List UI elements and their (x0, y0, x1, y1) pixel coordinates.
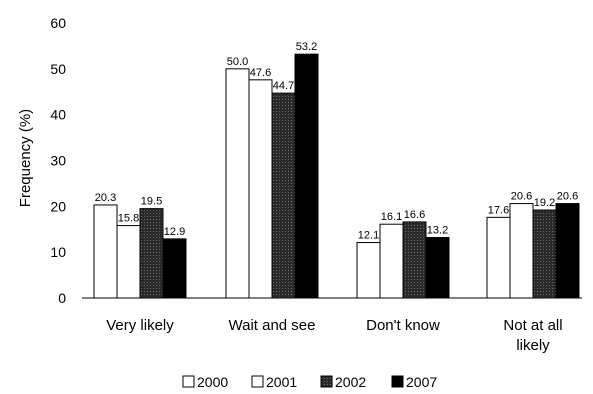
legend: 2000 2001 2002 2007 (182, 374, 437, 390)
bar (356, 242, 381, 299)
bar (486, 216, 511, 299)
bar (248, 79, 273, 299)
legend-label: 2002 (335, 374, 366, 390)
data-labels: 20.3 50.0 12.1 17.6 15.8 47.6 16.1 20.6 19.5 44.7… (95, 41, 578, 241)
category-label: Don't know (366, 317, 440, 334)
bar-value-label: 50.0 (227, 56, 248, 68)
bar (225, 68, 250, 299)
bar-value-label: 16.6 (404, 209, 425, 221)
bar-value-label: 17.6 (488, 204, 509, 216)
bar (532, 209, 557, 299)
bar-value-label: 20.6 (511, 191, 532, 203)
y-tick-label: 30 (50, 153, 66, 169)
y-tick-label: 20 (50, 198, 66, 214)
legend-swatch (320, 375, 333, 388)
bar-value-label: 19.2 (534, 197, 555, 209)
bar (379, 223, 404, 299)
bar (402, 221, 427, 299)
bar (162, 238, 187, 299)
bar-value-label: 12.1 (358, 230, 379, 242)
bar (271, 92, 296, 299)
bar (294, 53, 319, 299)
bar-value-label: 15.8 (118, 213, 139, 225)
y-axis: 0 10 20 30 40 50 60 (50, 15, 66, 306)
bar (425, 237, 450, 299)
legend-label: 2001 (266, 374, 297, 390)
y-axis-title: Frequency (%) (17, 109, 34, 207)
bar-value-label: 53.2 (296, 41, 317, 53)
bar-value-label: 44.7 (273, 80, 294, 92)
legend-swatch (391, 375, 404, 388)
y-tick-label: 40 (50, 107, 66, 123)
bar (555, 203, 580, 299)
category-label: Wait and see (229, 317, 316, 334)
bar-group (93, 53, 580, 299)
bar-value-label: 12.9 (164, 226, 185, 238)
bar (116, 225, 141, 299)
category-label: Very likely (106, 317, 174, 334)
bar-value-label: 47.6 (250, 67, 271, 79)
bar-value-label: 19.5 (141, 196, 162, 208)
legend-swatch (251, 375, 264, 388)
y-tick-label: 10 (50, 244, 66, 260)
legend-label: 2007 (406, 374, 437, 390)
bar (139, 208, 164, 299)
bar-value-label: 20.3 (95, 192, 116, 204)
y-tick-label: 60 (50, 15, 66, 31)
legend-swatch (182, 375, 195, 388)
bar-value-label: 16.1 (381, 211, 402, 223)
category-label: likely (516, 337, 550, 354)
bar-value-label: 13.2 (427, 225, 448, 237)
bar (509, 203, 534, 299)
x-axis-categories: Very likely Wait and see Don't know Not at … (106, 317, 562, 354)
bar-value-label: 20.6 (557, 191, 578, 203)
category-label: Not at all (503, 317, 562, 334)
bar (93, 204, 118, 299)
y-tick-label: 0 (58, 290, 66, 306)
y-tick-label: 50 (50, 61, 66, 77)
legend-label: 2000 (197, 374, 228, 390)
